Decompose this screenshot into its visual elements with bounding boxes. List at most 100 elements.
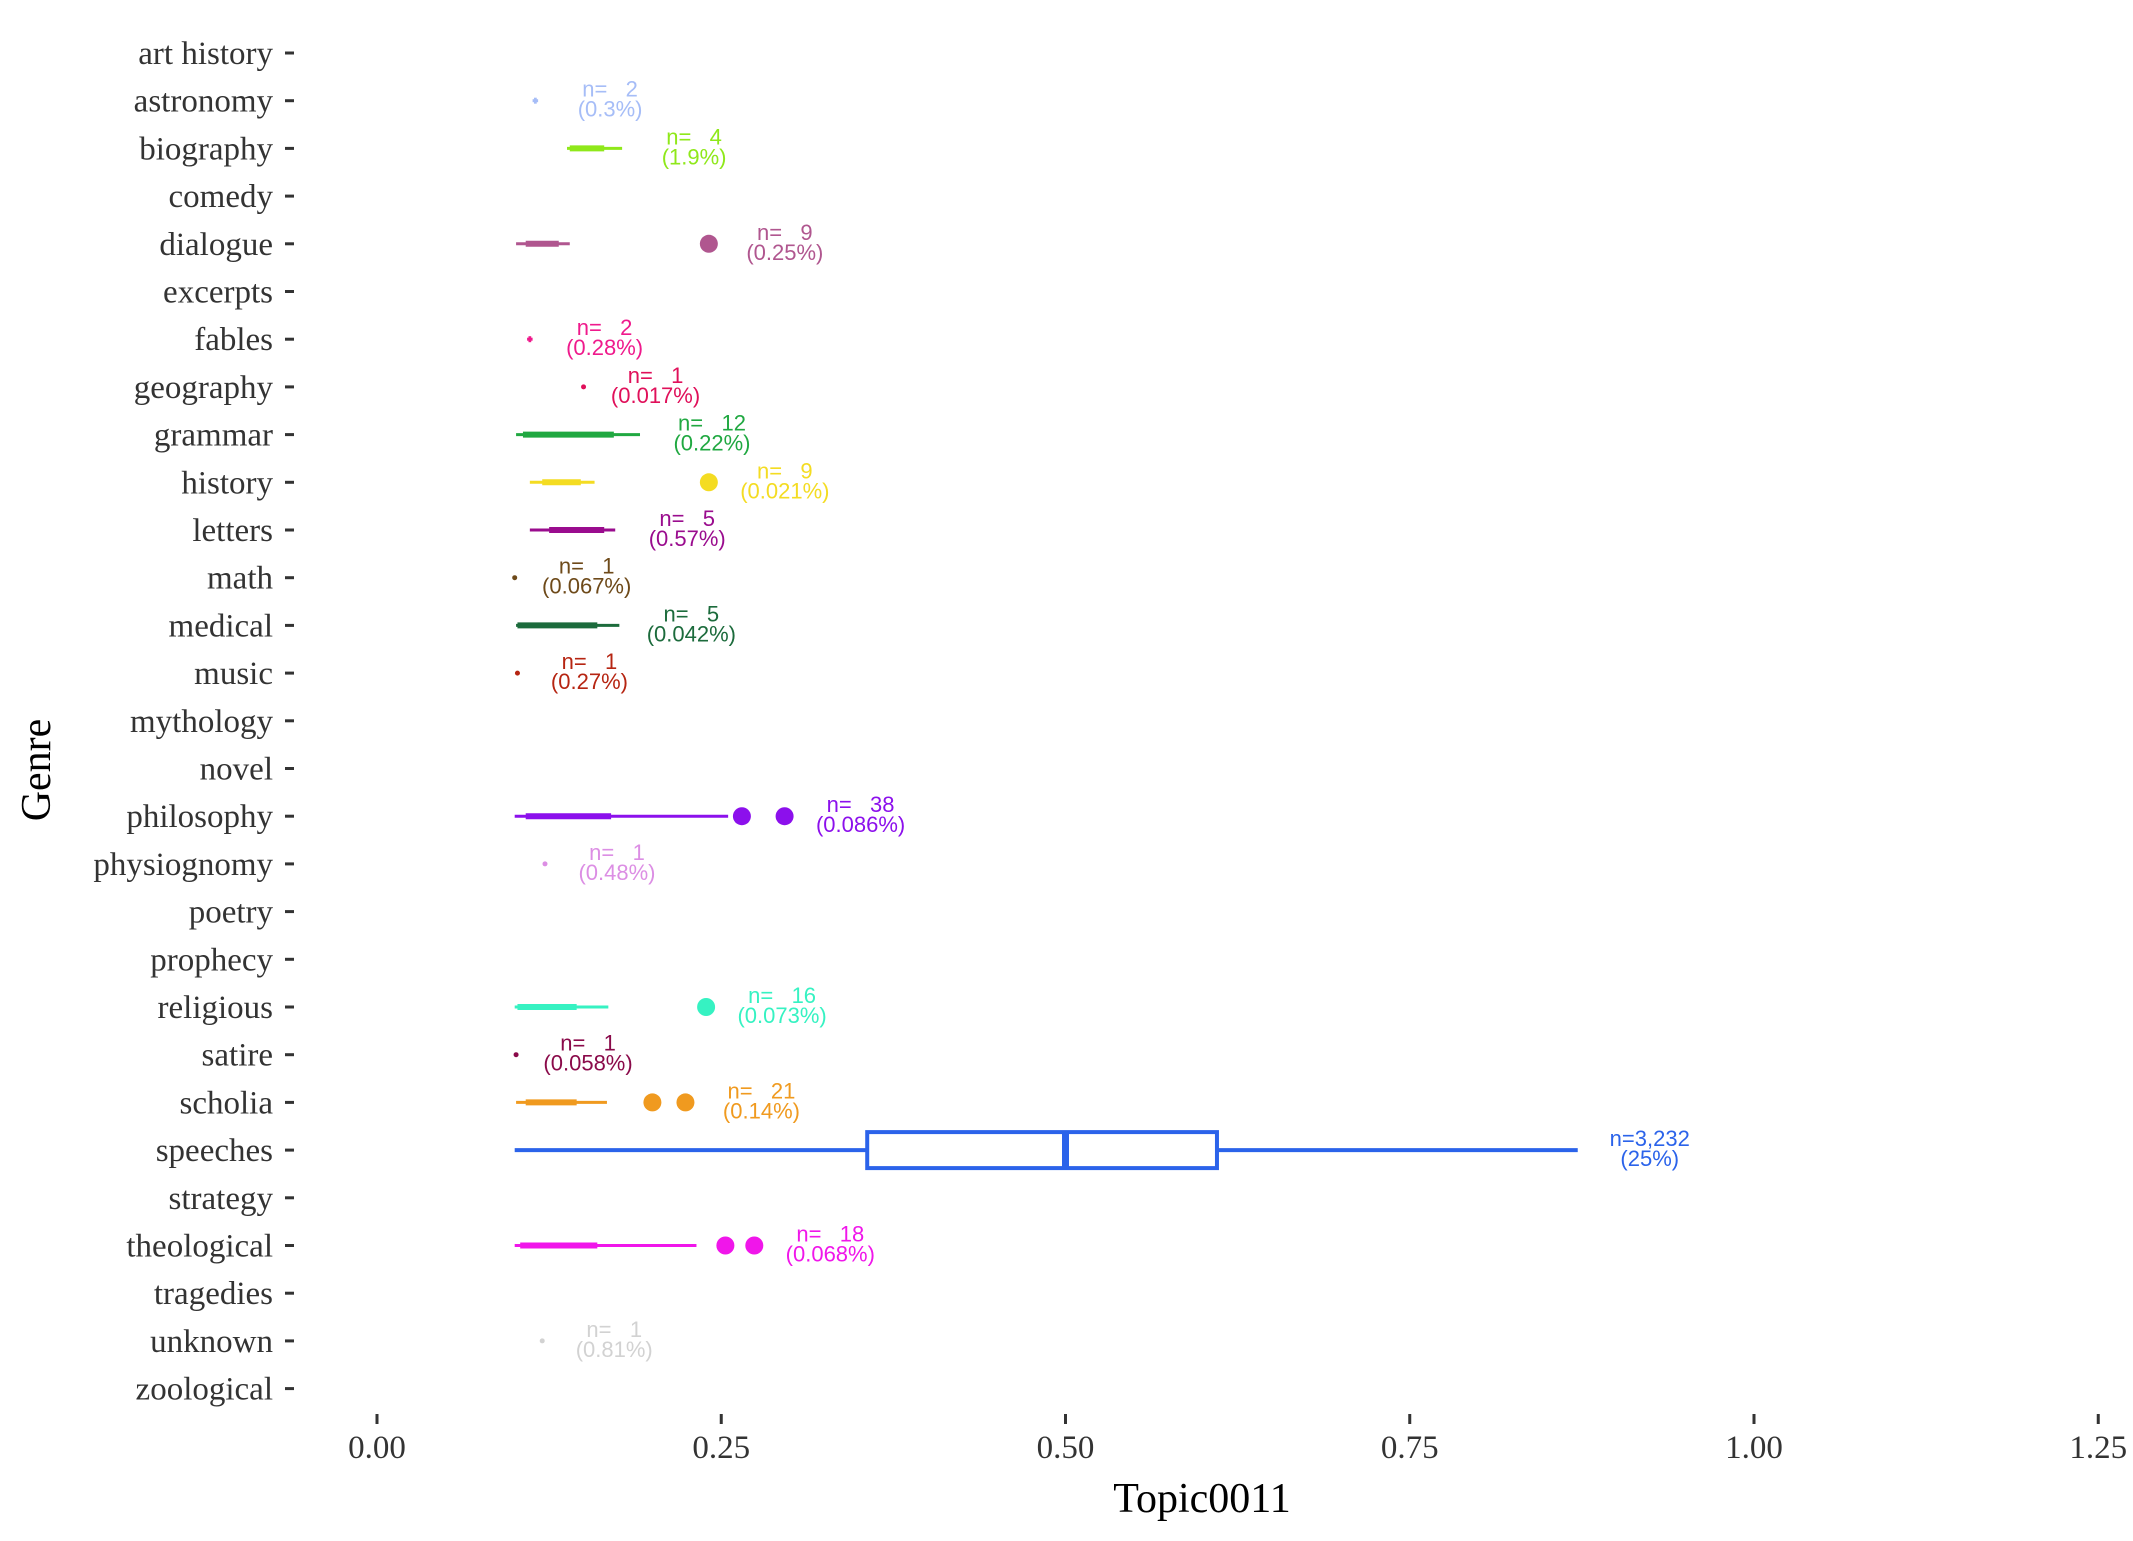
percent-label: (1.9%)	[662, 144, 727, 169]
single-point	[581, 384, 587, 390]
outlier	[699, 234, 718, 253]
series-fables: n= 2(0.28%)	[527, 315, 643, 360]
percent-label: (0.81%)	[576, 1337, 653, 1362]
percent-label: (0.058%)	[543, 1051, 632, 1076]
y-tick-label: scholia	[180, 1085, 274, 1121]
y-tick-label: physiognomy	[93, 847, 273, 883]
outlier	[676, 1093, 695, 1112]
percent-label: (0.57%)	[649, 526, 726, 551]
y-tick-label: history	[181, 465, 273, 501]
x-tick-label: 0.00	[348, 1430, 406, 1466]
y-tick-label: strategy	[169, 1181, 274, 1217]
outlier	[699, 473, 718, 492]
percent-label: (0.042%)	[647, 621, 736, 646]
y-tick-label: dialogue	[159, 227, 273, 263]
y-tick-label: theological	[126, 1229, 273, 1265]
percent-label: (0.27%)	[551, 669, 628, 694]
count-label: n= 12	[678, 411, 746, 436]
percent-label: (0.14%)	[723, 1098, 800, 1123]
percent-label: (0.021%)	[740, 478, 829, 503]
y-tick-label: poetry	[189, 895, 274, 931]
percent-label: (0.068%)	[786, 1242, 875, 1267]
count-label: n= 1	[589, 840, 645, 865]
outlier	[697, 998, 716, 1016]
y-tick-label: prophecy	[150, 942, 273, 978]
count-label: n= 2	[577, 315, 633, 340]
series-geography: n= 1(0.017%)	[581, 363, 700, 408]
series-physiognomy: n= 1(0.48%)	[542, 840, 656, 885]
y-tick-label: comedy	[169, 179, 274, 215]
percent-label: (0.3%)	[578, 97, 643, 122]
percent-label: (0.48%)	[578, 860, 655, 885]
y-tick-label: tragedies	[154, 1276, 273, 1312]
x-tick-label: 0.25	[692, 1430, 750, 1466]
count-label: n= 1	[628, 363, 684, 388]
series-philosophy: n= 38(0.086%)	[514, 792, 905, 837]
single-point	[542, 861, 548, 867]
series-math: n= 1(0.067%)	[512, 554, 631, 599]
series-astronomy: n= 2(0.3%)	[532, 77, 643, 122]
x-tick-label: 0.75	[1381, 1430, 1439, 1466]
percent-label: (0.067%)	[542, 574, 631, 599]
percent-label: (0.22%)	[673, 431, 750, 456]
y-tick-label: philosophy	[126, 799, 273, 835]
outlier	[716, 1236, 735, 1255]
outlier	[643, 1093, 662, 1112]
series-letters: n= 5(0.57%)	[529, 506, 726, 551]
percent-label: (0.25%)	[746, 240, 823, 265]
x-tick-label: 1.00	[1725, 1430, 1783, 1466]
y-tick-label: biography	[139, 131, 273, 167]
y-tick-label: excerpts	[163, 275, 273, 311]
count-label: n= 16	[748, 983, 816, 1008]
count-label: n= 5	[659, 506, 715, 531]
count-label: n= 1	[586, 1317, 642, 1342]
y-tick-label: religious	[158, 990, 273, 1026]
outlier	[745, 1236, 764, 1255]
y-tick-label: letters	[192, 513, 273, 549]
series-grammar: n= 12(0.22%)	[516, 411, 751, 456]
count-label: n=3,232	[1610, 1126, 1690, 1151]
count-label: n= 21	[728, 1078, 796, 1103]
percent-label: (25%)	[1620, 1146, 1679, 1171]
count-label: n= 18	[796, 1222, 864, 1247]
count-label: n= 1	[560, 1031, 616, 1056]
series-dialogue: n= 9(0.25%)	[516, 220, 823, 265]
y-tick-label: unknown	[150, 1324, 273, 1360]
series-music: n= 1(0.27%)	[514, 649, 628, 694]
series-theological: n= 18(0.068%)	[514, 1222, 875, 1267]
y-axis: art history astronomy biography comedy dialo…	[93, 36, 294, 1408]
series-unknown: n= 1(0.81%)	[539, 1317, 653, 1362]
single-point	[512, 575, 518, 581]
outlier	[732, 807, 751, 826]
y-tick-label: math	[207, 561, 273, 597]
single-point	[514, 670, 520, 676]
x-tick-label: 0.50	[1037, 1430, 1095, 1466]
series-scholia: n= 21(0.14%)	[516, 1078, 800, 1123]
y-tick-label: astronomy	[134, 84, 274, 120]
box	[865, 1130, 1219, 1171]
single-point	[539, 1338, 545, 1344]
count-label: n= 1	[559, 554, 615, 579]
y-tick-label: music	[194, 656, 273, 692]
series-satire: n= 1(0.058%)	[513, 1031, 633, 1076]
count-label: n= 38	[827, 792, 895, 817]
percent-label: (0.017%)	[611, 383, 700, 408]
series-history: n= 9(0.021%)	[529, 458, 829, 503]
y-tick-label: mythology	[130, 704, 274, 740]
y-tick-label: satire	[202, 1038, 273, 1074]
outlier	[775, 807, 794, 826]
single-point	[513, 1052, 519, 1058]
y-tick-label: medical	[169, 608, 273, 644]
series-religious: n= 16(0.073%)	[514, 983, 827, 1028]
percent-label: (0.28%)	[566, 335, 643, 360]
series-biography: n= 4(1.9%)	[567, 124, 727, 169]
series-medical: n= 5(0.042%)	[516, 601, 736, 646]
count-label: n= 4	[666, 124, 722, 149]
y-axis-title: Genre	[14, 719, 60, 822]
percent-label: (0.073%)	[737, 1003, 826, 1028]
count-label: n= 1	[562, 649, 618, 674]
plot-marks: n= 2(0.3%)n= 4(1.9%)n= 9(0.25%)n= 2(0.28…	[512, 77, 1690, 1362]
count-label: n= 2	[582, 77, 638, 102]
y-tick-label: novel	[200, 752, 273, 788]
